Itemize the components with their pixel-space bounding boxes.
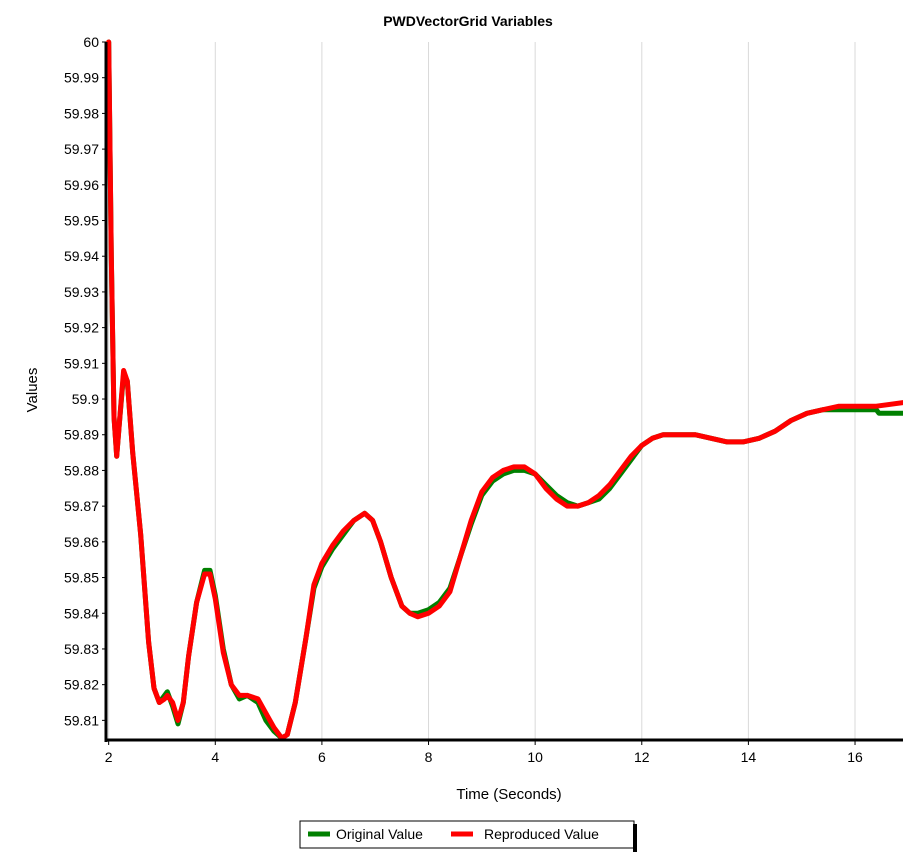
x-tick-label: 12	[634, 749, 650, 765]
axes	[104, 42, 903, 742]
y-tick-label: 59.84	[64, 605, 99, 621]
y-tick-label: 59.92	[64, 320, 99, 336]
y-tick-label: 59.98	[64, 105, 99, 121]
legend-label-original: Original Value	[336, 826, 423, 842]
y-tick-label: 59.99	[64, 70, 99, 86]
y-tick-label: 59.95	[64, 213, 99, 229]
series-line-reproduced-value	[106, 39, 903, 741]
y-tick-label: 59.91	[64, 355, 99, 371]
y-tick-label: 59.89	[64, 427, 99, 443]
grid-lines	[108, 42, 856, 740]
x-tick-label: 4	[211, 749, 219, 765]
x-tick-label: 2	[105, 749, 113, 765]
x-tick-label: 10	[527, 749, 543, 765]
y-tick-label: 59.85	[64, 570, 99, 586]
series-layer	[106, 39, 903, 741]
y-tick-label: 59.81	[64, 712, 99, 728]
y-tick-label: 59.87	[64, 498, 99, 514]
chart-title: PWDVectorGrid Variables	[383, 13, 553, 29]
legend-label-reproduced: Reproduced Value	[484, 826, 599, 842]
y-tick-label: 59.94	[64, 248, 99, 264]
x-tick-label: 14	[741, 749, 757, 765]
x-axis-ticks: 2 4 6 8 10 12 14 16	[105, 740, 863, 765]
y-tick-label: 59.9	[72, 391, 99, 407]
y-tick-label: 59.88	[64, 462, 99, 478]
x-tick-label: 6	[318, 749, 326, 765]
y-tick-label: 59.96	[64, 177, 99, 193]
y-tick-label: 59.82	[64, 677, 99, 693]
legend: Original Value Reproduced Value	[299, 820, 637, 852]
x-tick-label: 16	[847, 749, 863, 765]
y-axis-ticks: 59.81 59.82 59.83 59.84 59.85 59.86 59.87 59.88…	[64, 34, 106, 728]
y-tick-label: 59.93	[64, 284, 99, 300]
x-axis-label: Time (Seconds)	[456, 786, 561, 803]
y-tick-label: 60	[83, 34, 99, 50]
series-line-original-value	[106, 39, 903, 741]
y-tick-label: 59.83	[64, 641, 99, 657]
y-tick-label: 59.86	[64, 534, 99, 550]
x-tick-label: 8	[425, 749, 433, 765]
y-axis-label: Values	[24, 368, 41, 413]
y-tick-label: 59.97	[64, 141, 99, 157]
